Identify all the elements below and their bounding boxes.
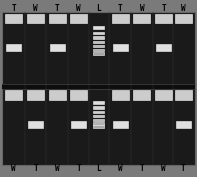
Text: T: T <box>33 164 38 173</box>
Bar <box>112 90 128 99</box>
Bar <box>155 90 172 99</box>
Bar <box>6 90 22 99</box>
Text: T: T <box>161 4 166 13</box>
Bar <box>155 14 172 23</box>
Bar <box>49 90 65 99</box>
Bar <box>93 45 104 47</box>
Bar <box>2 84 195 88</box>
Text: L: L <box>96 164 101 173</box>
Bar <box>28 121 43 128</box>
Bar <box>176 121 191 128</box>
Bar <box>93 115 104 117</box>
Bar <box>93 122 104 125</box>
Text: T: T <box>11 4 16 13</box>
Bar <box>71 14 87 23</box>
Bar <box>7 44 21 51</box>
Bar <box>6 14 22 23</box>
Bar <box>27 90 44 99</box>
Text: W: W <box>118 164 123 173</box>
Bar <box>134 14 150 23</box>
Bar <box>113 44 127 51</box>
Text: W: W <box>33 4 38 13</box>
Bar <box>175 14 191 23</box>
Text: W: W <box>139 4 144 13</box>
Bar <box>93 52 104 55</box>
Text: W: W <box>11 164 16 173</box>
Bar <box>93 36 104 39</box>
Bar <box>175 90 191 99</box>
Bar <box>134 90 150 99</box>
Text: W: W <box>76 4 81 13</box>
Text: T: T <box>76 164 81 173</box>
Bar <box>71 121 86 128</box>
Bar <box>93 106 104 109</box>
Bar <box>112 14 128 23</box>
Text: W: W <box>161 164 166 173</box>
Bar <box>93 125 104 128</box>
Bar <box>50 44 64 51</box>
Bar <box>49 14 65 23</box>
Bar <box>93 26 104 29</box>
Bar <box>93 101 104 104</box>
Text: W: W <box>55 164 59 173</box>
Bar <box>2 12 195 165</box>
Text: T: T <box>55 4 59 13</box>
Bar <box>27 14 44 23</box>
Bar <box>93 111 104 113</box>
Text: T: T <box>139 164 144 173</box>
Bar <box>113 121 127 128</box>
Bar <box>156 44 171 51</box>
Bar <box>93 119 104 121</box>
Text: L: L <box>96 4 101 13</box>
Text: W: W <box>181 4 186 13</box>
Bar <box>93 41 104 43</box>
Bar <box>93 49 104 51</box>
Text: T: T <box>118 4 123 13</box>
Text: T: T <box>181 164 186 173</box>
Bar <box>93 32 104 34</box>
Bar <box>71 90 87 99</box>
